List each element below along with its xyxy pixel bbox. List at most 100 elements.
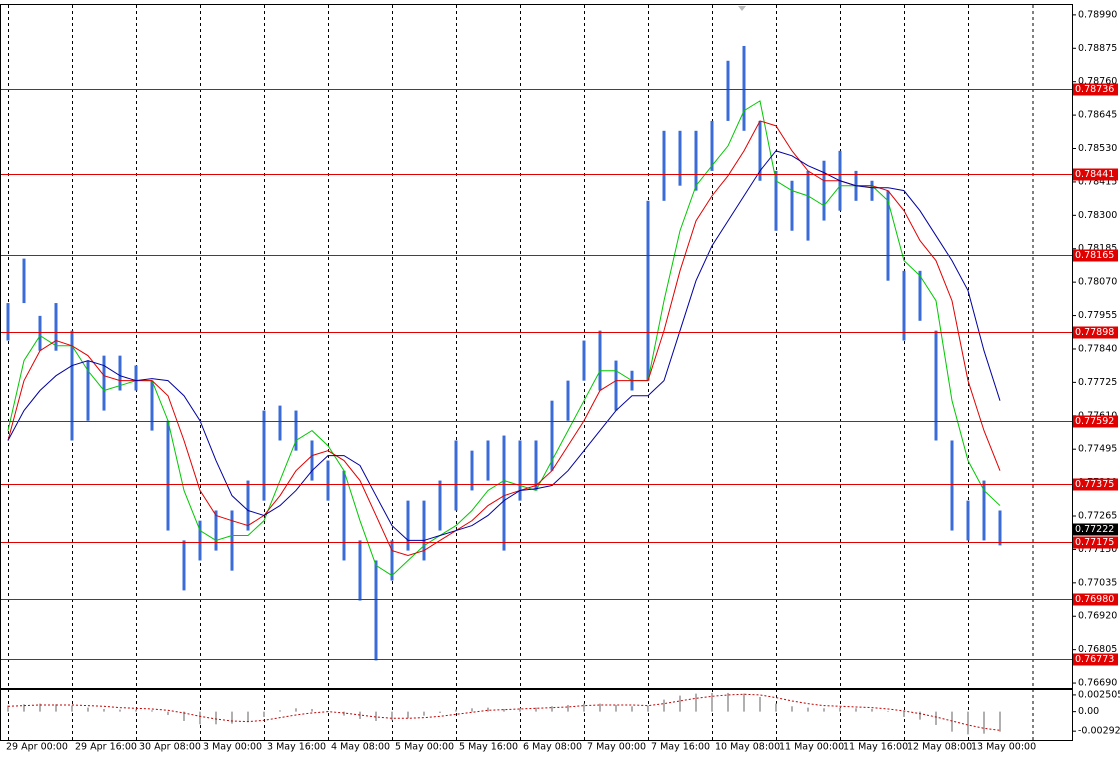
histogram-bar <box>55 704 57 712</box>
x-tick-label: 29 Apr 16:00 <box>75 742 137 753</box>
price-bar <box>38 315 42 351</box>
y-tick-label: 0.78070 <box>1078 277 1117 288</box>
price-bar <box>822 160 826 221</box>
y-tick-label: 0.77495 <box>1078 444 1117 455</box>
histogram-bar <box>23 704 25 712</box>
price-bar <box>758 120 762 181</box>
price-bar <box>726 60 730 121</box>
histogram-bar <box>999 711 1001 732</box>
level-label: 0.77175 <box>1075 537 1114 548</box>
moving-average <box>7 150 1001 541</box>
level-tag <box>1073 593 1118 606</box>
price-bar <box>742 45 746 131</box>
x-tick-label: 6 May 08:00 <box>523 742 582 753</box>
price-bar <box>294 410 298 451</box>
price-bar <box>246 480 250 531</box>
price-bar <box>886 190 890 281</box>
histogram-bar <box>839 707 841 712</box>
price-bar <box>22 258 26 304</box>
y-tick-label: 0.78990 <box>1078 9 1117 20</box>
histogram-bar <box>39 703 41 712</box>
level-tag <box>1073 326 1118 339</box>
price-bar <box>486 440 490 481</box>
price-bar <box>390 540 394 581</box>
histogram-bar <box>215 711 217 725</box>
histogram-bar <box>135 709 137 712</box>
histogram-bar <box>887 710 889 712</box>
y-tick-label: 0.00 <box>1078 706 1099 717</box>
histogram-bar <box>247 711 249 722</box>
histogram-bar <box>423 711 425 716</box>
price-bar <box>342 470 346 561</box>
histogram-bar <box>151 710 153 712</box>
price-bar <box>406 500 410 551</box>
price-bar <box>662 130 666 201</box>
histogram-bar <box>823 708 825 712</box>
main-panel <box>0 4 1073 689</box>
price-bar <box>182 540 186 591</box>
histogram-bar <box>343 711 345 716</box>
histogram-bar <box>263 711 265 717</box>
histogram-bar <box>183 711 185 721</box>
histogram-bar <box>791 706 793 712</box>
price-bar <box>534 440 538 491</box>
histogram-bar <box>199 711 201 725</box>
x-tick-label: 11 May 16:00 <box>843 742 908 753</box>
price-bar <box>54 303 58 351</box>
level-tag <box>1073 249 1118 262</box>
level-label: 0.77898 <box>1075 327 1114 338</box>
level-tag <box>1073 415 1118 428</box>
y-tick-label: 0.76920 <box>1078 611 1117 622</box>
histogram-bar <box>279 710 281 712</box>
price-bar <box>614 360 618 411</box>
histogram-bar <box>503 708 505 712</box>
price-bar <box>6 303 10 341</box>
y-tick-label: 0.78300 <box>1078 210 1117 221</box>
price-bar <box>790 180 794 231</box>
price-bar <box>694 130 698 191</box>
histogram-bar <box>775 703 777 712</box>
price-bar <box>358 540 362 601</box>
histogram-bar <box>455 709 457 712</box>
price-bar <box>774 170 778 231</box>
histogram-bar <box>7 705 9 712</box>
price-bar <box>230 510 234 571</box>
histogram-bar <box>359 711 361 719</box>
price-bar <box>470 450 474 491</box>
y-tick-label: 0.77725 <box>1078 377 1117 388</box>
x-tick-label: 13 May 00:00 <box>971 742 1036 753</box>
histogram-bar <box>647 705 649 712</box>
histogram-bar <box>743 693 745 712</box>
level-label: 0.77592 <box>1075 416 1114 427</box>
level-tag <box>1073 653 1118 666</box>
histogram-bar <box>551 706 553 712</box>
price-bar <box>150 380 154 431</box>
histogram-bar <box>871 708 873 712</box>
histogram-bar <box>407 711 409 719</box>
price-bar <box>998 510 1002 546</box>
histogram-bar <box>87 707 89 712</box>
histogram-bar <box>695 693 697 712</box>
price-bar <box>678 130 682 186</box>
price-bar <box>70 330 74 441</box>
histogram-bar <box>375 711 377 721</box>
level-tag <box>1073 536 1118 549</box>
x-tick-label: 12 May 08:00 <box>907 742 972 753</box>
histogram-bar <box>935 711 937 725</box>
histogram-bar <box>807 707 809 712</box>
price-bar <box>518 440 522 501</box>
histogram-bar <box>983 711 985 734</box>
price-bar <box>166 420 170 531</box>
x-tick-label: 5 May 00:00 <box>395 742 454 753</box>
price-bar <box>86 360 90 421</box>
histogram-bar <box>103 708 105 712</box>
price-bar <box>966 500 970 541</box>
histogram-bar <box>535 707 537 712</box>
price-bar <box>918 270 922 321</box>
signal-line <box>7 693 1001 731</box>
oscillator-panel <box>0 689 1073 741</box>
x-tick-label: 29 Apr 00:00 <box>6 742 68 753</box>
y-tick-label: 0.002505 <box>1078 689 1120 700</box>
histogram-bar <box>599 703 601 712</box>
